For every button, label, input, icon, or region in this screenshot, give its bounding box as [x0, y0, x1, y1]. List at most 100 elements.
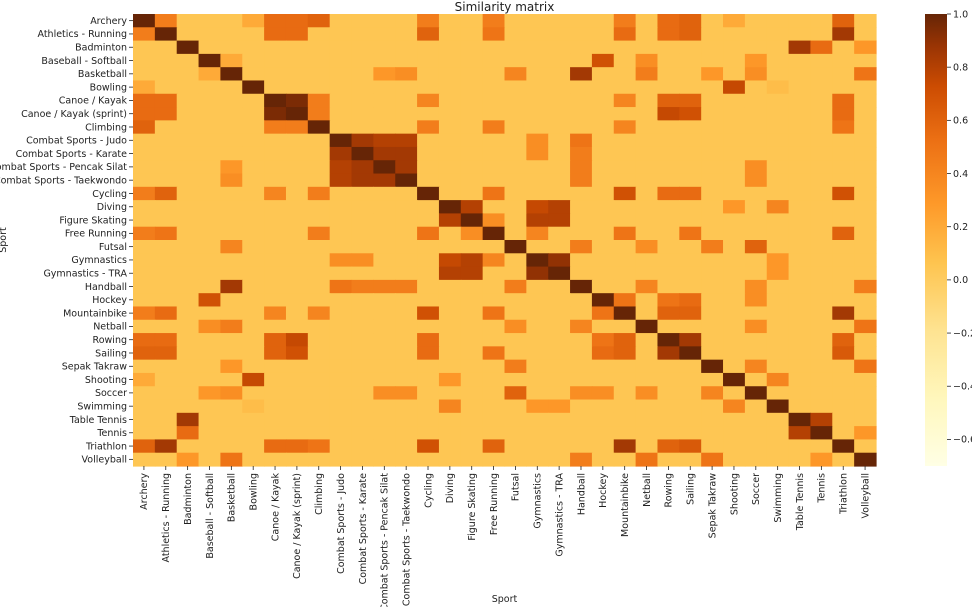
heatmap-cell	[504, 53, 527, 68]
heatmap-cell	[329, 426, 353, 441]
heatmap-cell	[810, 213, 833, 228]
heatmap-cell	[482, 306, 506, 321]
heatmap-cell	[264, 160, 287, 175]
heatmap-cell	[417, 53, 440, 68]
heatmap-cell	[526, 213, 549, 228]
heatmap-cell	[854, 399, 877, 414]
heatmap-cell	[657, 306, 680, 321]
heatmap-cell	[285, 200, 309, 215]
heatmap-cell	[744, 346, 768, 361]
heatmap-cell	[570, 293, 593, 308]
heatmap-cell	[810, 226, 833, 241]
heatmap-cell	[723, 279, 746, 294]
heatmap-cell	[657, 133, 680, 148]
heatmap-cell	[832, 399, 855, 414]
heatmap-cell	[548, 293, 571, 308]
heatmap-cell	[766, 319, 790, 334]
heatmap-cell	[548, 93, 571, 108]
y-tick-label: Archery	[90, 16, 127, 27]
heatmap-cell	[548, 399, 571, 414]
heatmap-cell	[679, 80, 702, 95]
heatmap-cell	[766, 359, 790, 374]
heatmap-cell	[154, 253, 178, 268]
heatmap-cell	[460, 27, 484, 42]
heatmap-cell	[766, 186, 790, 201]
heatmap-cell	[832, 333, 855, 347]
heatmap-cell	[832, 346, 855, 361]
x-tick-label: Gymnastics	[533, 473, 544, 529]
heatmap-cell	[788, 53, 812, 68]
colorbar-tick-label: −0.6	[953, 435, 972, 446]
heatmap-cell	[438, 160, 462, 175]
heatmap-cell	[854, 40, 877, 55]
heatmap-cell	[591, 80, 615, 95]
heatmap-cell	[482, 133, 506, 148]
heatmap-cell	[264, 14, 287, 28]
heatmap-cell	[832, 160, 855, 175]
heatmap-cell	[570, 319, 593, 334]
heatmap-cell	[154, 67, 178, 82]
heatmap-cell	[242, 346, 265, 361]
heatmap-cell	[504, 160, 527, 175]
heatmap-cell	[613, 426, 637, 441]
heatmap-cell	[657, 240, 680, 254]
heatmap-cell	[133, 240, 156, 254]
heatmap-cell	[591, 120, 615, 135]
x-tick-label: Futsal	[511, 473, 522, 501]
heatmap-cell	[133, 67, 156, 82]
heatmap-cell	[285, 160, 309, 175]
x-tick-label: Combat Sports - Pencak Silat	[380, 473, 391, 607]
heatmap-cell	[198, 93, 222, 108]
y-tick-label: Canoe / Kayak	[59, 96, 128, 107]
heatmap-cell	[744, 399, 768, 414]
heatmap-cell	[679, 240, 702, 254]
heatmap-cell	[635, 14, 659, 28]
heatmap-cell	[526, 399, 549, 414]
heatmap-cell	[591, 386, 615, 401]
y-tick-label: Handball	[85, 282, 127, 293]
heatmap-cell	[351, 133, 374, 148]
heatmap-cell	[526, 293, 549, 308]
heatmap-cell	[242, 426, 265, 441]
heatmap-cell	[591, 67, 615, 82]
heatmap-cell	[460, 146, 484, 161]
heatmap-cell	[351, 160, 374, 175]
heatmap-cell	[504, 80, 527, 95]
heatmap-cell	[329, 333, 353, 347]
heatmap-cell	[854, 372, 877, 387]
x-tick-label: Shooting	[729, 473, 740, 515]
heatmap-cell	[133, 359, 156, 374]
heatmap-cell	[635, 27, 659, 42]
heatmap-cell	[570, 412, 593, 427]
heatmap-cell	[766, 452, 790, 467]
heatmap-cell	[351, 240, 374, 254]
heatmap-cell	[635, 279, 659, 294]
heatmap-cell	[176, 439, 200, 454]
heatmap-cell	[832, 213, 855, 228]
heatmap-cell	[242, 306, 265, 321]
heatmap-cell	[570, 333, 593, 347]
heatmap-cell	[723, 14, 746, 28]
heatmap-cell	[810, 40, 833, 55]
heatmap-cell	[788, 27, 812, 42]
heatmap-cell	[176, 67, 200, 82]
heatmap-cell	[264, 253, 287, 268]
heatmap-cell	[417, 452, 440, 467]
heatmap-cell	[635, 146, 659, 161]
heatmap-cell	[766, 40, 790, 55]
heatmap-cell	[854, 27, 877, 42]
heatmap-cell	[154, 399, 178, 414]
heatmap-cell	[526, 200, 549, 215]
heatmap-cell	[744, 146, 768, 161]
heatmap-cell	[635, 80, 659, 95]
heatmap-cell	[242, 107, 265, 121]
heatmap-cell	[307, 452, 331, 467]
heatmap-cell	[766, 133, 790, 148]
heatmap-cell	[329, 306, 353, 321]
heatmap-cell	[635, 240, 659, 254]
heatmap-cell	[613, 107, 637, 121]
heatmap-cell	[679, 306, 702, 321]
heatmap-cell	[285, 240, 309, 254]
heatmap-cell	[723, 439, 746, 454]
heatmap-cell	[460, 439, 484, 454]
